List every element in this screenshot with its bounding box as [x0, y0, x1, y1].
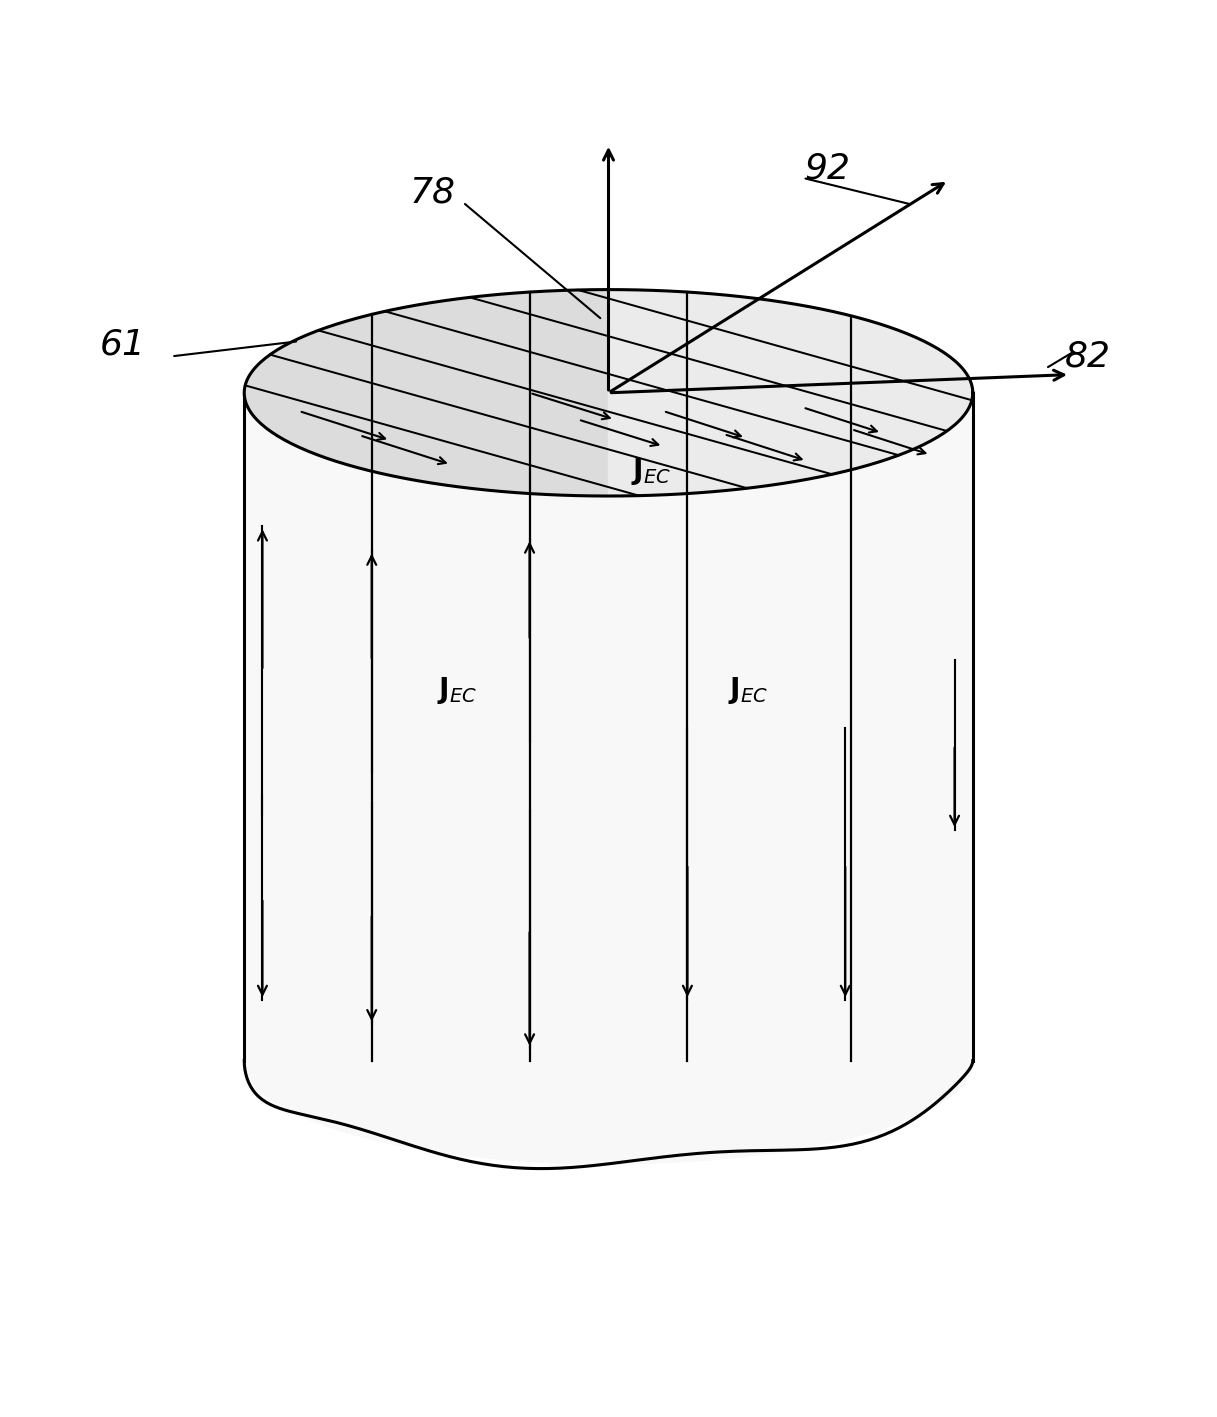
Polygon shape — [608, 289, 972, 496]
Polygon shape — [245, 289, 608, 496]
Text: $\mathbf{J}_{EC}$: $\mathbf{J}_{EC}$ — [728, 674, 768, 706]
Text: 82: 82 — [1065, 340, 1111, 373]
Text: 61: 61 — [100, 327, 146, 361]
Text: $\mathbf{J}_{EC}$: $\mathbf{J}_{EC}$ — [437, 674, 477, 706]
Text: 92: 92 — [804, 152, 849, 186]
Text: 78: 78 — [409, 176, 455, 210]
Text: $\mathbf{J}_{EC}$: $\mathbf{J}_{EC}$ — [632, 456, 671, 487]
Polygon shape — [245, 393, 972, 1163]
